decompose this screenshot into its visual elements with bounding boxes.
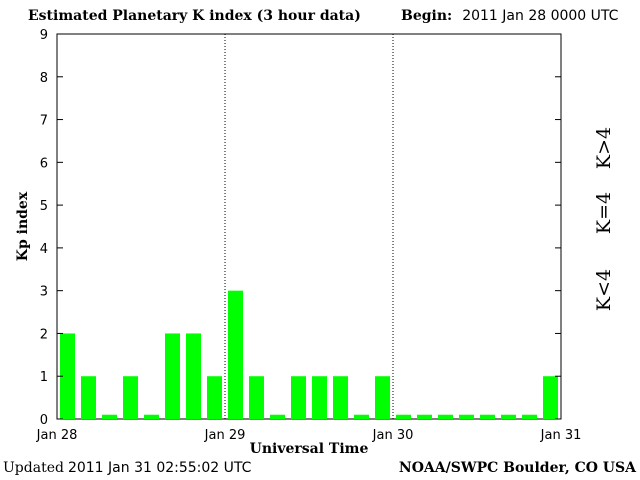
kp-bar (144, 414, 159, 419)
kp-bar (396, 414, 411, 419)
updated-label: Updated (3, 460, 64, 476)
y-tick-label: 3 (40, 285, 48, 300)
begin-label: Begin: (401, 8, 453, 24)
y-tick-label: 4 (40, 242, 48, 257)
credit-text: NOAA/SWPC Boulder, CO USA (398, 460, 636, 476)
x-tick-label: Jan 29 (204, 428, 246, 443)
y-axis-title: Kp index (15, 191, 31, 261)
plot-frame (56, 33, 562, 420)
kp-bar (354, 414, 369, 419)
legend-item: K>4 (593, 127, 615, 169)
kp-chart: 0 1 2 3 4 5 6 7 8 9 Jan 28 Jan 29 Jan 30 Jan 31 Univer… (15, 28, 615, 457)
y-tick-label: 5 (40, 199, 48, 214)
x-tick-label: Jan 28 (36, 428, 78, 443)
kp-bar (165, 333, 180, 419)
kp-bar (459, 414, 474, 419)
kp-bar (438, 414, 453, 419)
kp-bar (417, 414, 432, 419)
kp-bar (480, 414, 495, 419)
y-tick-label: 8 (40, 71, 48, 86)
kp-bar (522, 414, 537, 419)
legend-item: K<4 (593, 269, 615, 311)
chart-title: Estimated Planetary K index (3 hour data… (28, 8, 361, 24)
kp-bar (60, 333, 75, 419)
kp-bar (81, 376, 96, 419)
updated-info: Updated 2011 Jan 31 02:55:02 UTC (3, 460, 251, 476)
updated-value: 2011 Jan 31 02:55:02 UTC (67, 460, 252, 476)
begin-info: Begin: 2011 Jan 28 0000 UTC (401, 8, 618, 24)
y-tick-label: 7 (40, 114, 48, 129)
kp-bar (375, 376, 390, 419)
kp-bar (501, 414, 516, 419)
kp-bar (123, 376, 138, 419)
kp-bar (207, 376, 222, 419)
y-tick-label: 1 (40, 370, 48, 385)
y-tick-label: 0 (40, 413, 48, 428)
begin-value: 2011 Jan 28 0000 UTC (462, 8, 619, 24)
kp-bar (543, 376, 558, 419)
kp-bar (186, 333, 201, 419)
y-tick-label: 2 (40, 327, 48, 342)
kp-bar (333, 376, 348, 419)
x-axis-title: Universal Time (250, 441, 369, 457)
kp-bar (291, 376, 306, 419)
kp-bar (249, 376, 264, 419)
legend-item: K=4 (593, 192, 615, 234)
kp-bar (228, 290, 243, 419)
kp-bar (270, 414, 285, 419)
y-tick-label: 9 (40, 28, 48, 43)
kp-bar (312, 376, 327, 419)
x-tick-label: Jan 31 (540, 428, 582, 443)
kp-bar (102, 414, 117, 419)
y-tick-label: 6 (40, 156, 48, 171)
x-tick-label: Jan 30 (372, 428, 414, 443)
